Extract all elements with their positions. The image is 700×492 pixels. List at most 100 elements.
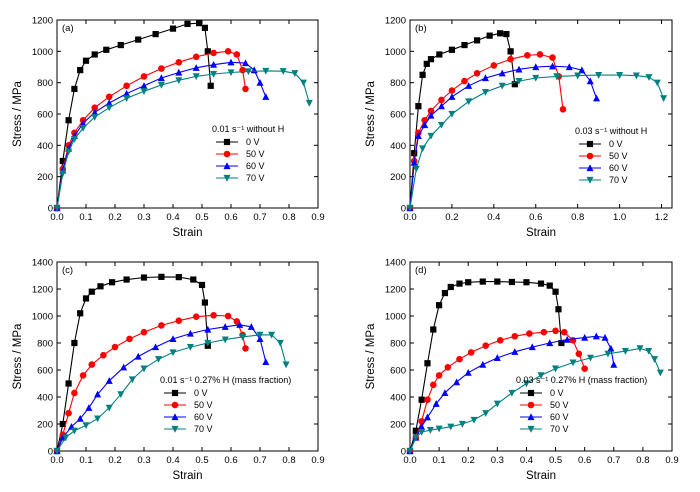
legend-marker [527,401,535,409]
data-point [559,106,567,113]
data-point [418,429,426,436]
legend-marker [171,425,179,433]
y-tick-label: 400 [37,393,53,404]
data-point [204,339,212,347]
data-point [526,330,533,337]
data-point [109,279,116,286]
data-point [552,327,559,335]
x-axis-title: Strain [526,227,556,239]
data-point [458,420,466,428]
data-point [537,372,545,380]
data-point [479,278,486,285]
data-point [134,352,142,360]
x-tick-label: 0.6 [578,455,591,466]
x-tick-label: 0.4 [166,212,179,223]
data-point [490,62,498,69]
data-point [456,355,463,363]
data-point [91,108,99,116]
panel-label: (c) [62,265,73,276]
data-point [135,36,142,43]
y-tick-label: 600 [37,366,53,377]
y-tick-label: 800 [37,339,53,350]
data-point [268,331,276,339]
data-point [71,339,78,347]
data-point [414,132,422,140]
y-tick-label: 400 [390,393,406,404]
data-point [494,278,501,285]
x-tick-label: 0.7 [607,455,620,466]
data-point [256,78,264,86]
legend-label: 0 V [194,388,208,398]
x-tick-label: 0.1 [79,455,92,466]
data-point [224,312,232,320]
chart-panel-3: 0.0 0.1 0.2 0.3 0.4 0.5 0.6 0.7 0.8 0.9 0 200 400 600… [12,258,325,483]
data-point [91,114,99,121]
data-point [410,158,418,166]
data-point [486,32,493,39]
legend-marker [171,413,179,421]
legend-marker [527,425,535,433]
legend-label: 50 V [194,400,213,410]
data-point [82,295,90,302]
data-point [581,333,589,341]
x-axis-title: Strain [172,470,202,482]
legend: 0.01 s⁻¹ 0.27% H (mass fraction) 0 V 50 V 6… [160,375,291,434]
legend: 0.03 s⁻¹ 0.27% H (mass fraction) 0 V 50 V 6… [516,375,647,434]
legend-label: 70 V [609,175,628,185]
chart-panel-1: 0.0 0.1 0.2 0.3 0.4 0.5 0.6 0.7 0.8 0.9 0 200 400 600… [12,16,325,240]
series-line [409,74,665,209]
data-point [537,280,545,287]
x-tick-label: 0.3 [137,455,150,466]
x-tick-label: 0.2 [445,212,458,223]
data-point [105,93,113,101]
y-tick-label: 200 [390,172,406,183]
legend-marker [586,176,594,184]
legend-marker [223,162,231,170]
data-point [65,409,72,417]
y-tick-label: 1200 [385,16,406,27]
data-point [549,54,556,61]
data-point [105,404,113,412]
legend-marker [527,413,535,421]
data-point [435,372,443,379]
data-point [192,73,200,81]
data-point [438,96,445,104]
data-point [532,63,540,71]
legend-label: 70 V [194,424,213,434]
data-point [522,380,530,388]
data-point [157,81,165,89]
data-point [467,349,475,356]
data-point [653,79,661,87]
data-point [464,369,472,376]
series-70v [406,345,664,455]
data-point [291,70,299,77]
data-point [424,396,431,404]
data-point [59,170,67,178]
data-point [123,89,131,97]
data-point [503,31,510,38]
plot-frame [56,261,319,452]
data-point [427,107,435,115]
data-point [406,447,414,455]
data-point [140,82,148,89]
y-axis-title: Stress / MPa [365,323,377,389]
data-point [190,276,197,283]
y-tick-label: 800 [390,339,406,350]
y-tick-label: 200 [390,420,406,431]
y-tick-label: 600 [390,366,406,377]
x-tick-label: 0.6 [224,455,237,466]
data-point [158,65,165,72]
data-point [448,93,456,100]
x-tick-label: 0.9 [311,455,324,466]
data-point [470,416,478,424]
data-point [100,351,107,359]
data-point [574,72,582,80]
data-point [610,360,618,368]
data-point [192,313,200,320]
x-tick-label: 0.8 [282,212,295,223]
data-point [447,423,455,431]
data-point [511,348,519,355]
data-point [461,77,468,85]
data-point [546,339,554,347]
data-point [224,48,232,55]
